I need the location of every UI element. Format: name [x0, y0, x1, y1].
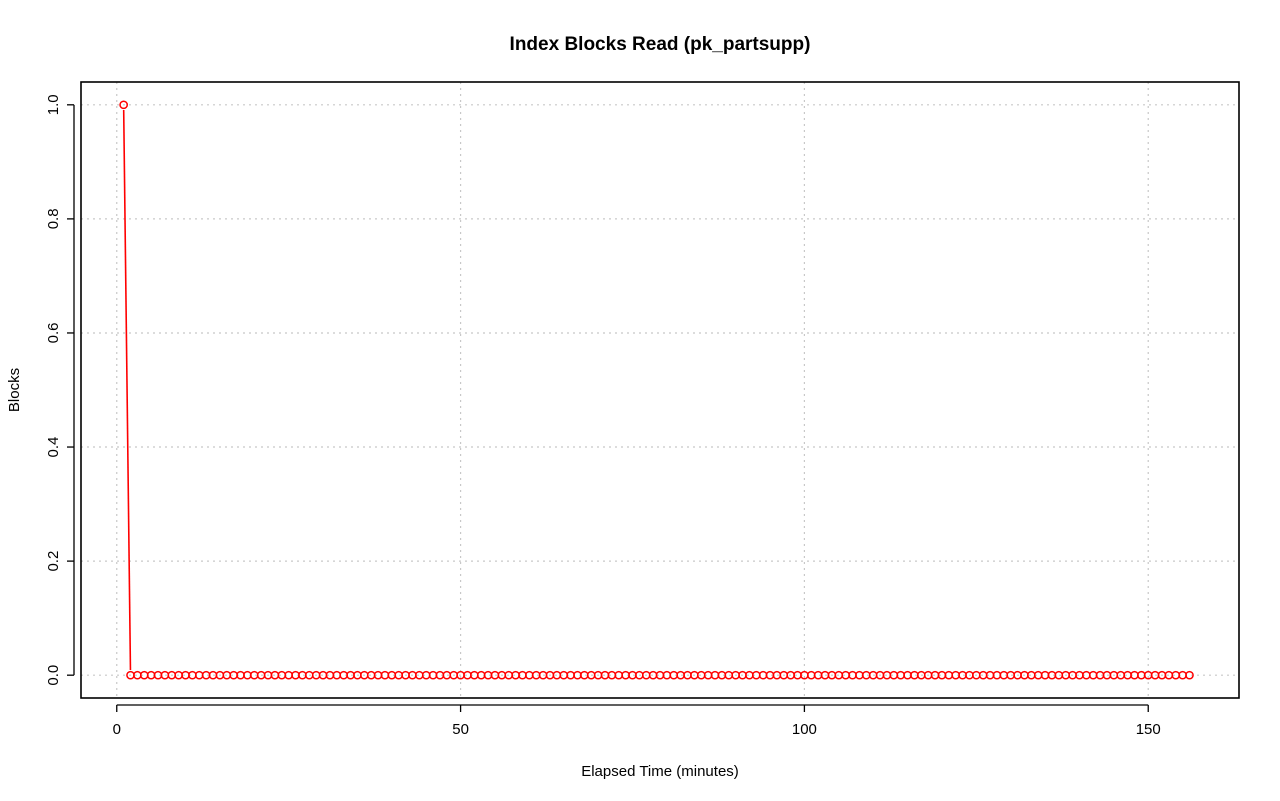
data-point	[318, 670, 328, 680]
data-point	[394, 670, 404, 680]
axes: 0 50 100 150 0.0 0.2 0.4 0.6 0.8 1.0	[45, 94, 1161, 738]
data-point	[366, 670, 376, 680]
data-point	[119, 100, 128, 110]
y-tick-label: 0.4	[45, 437, 62, 458]
data-point	[628, 670, 637, 680]
x-tick-label: 0	[113, 721, 121, 738]
y-tick-label: 0.6	[45, 323, 62, 344]
chart-title: Index Blocks Read (pk_partsupp)	[510, 34, 811, 55]
data-point	[1075, 670, 1084, 680]
data-point	[696, 670, 706, 680]
data-point	[346, 670, 355, 680]
x-axis-label: Elapsed Time (minutes)	[581, 763, 739, 780]
plot-frame	[80, 81, 1240, 699]
data-point	[930, 670, 940, 680]
data-point	[414, 670, 424, 680]
data-point	[648, 670, 658, 680]
x-tick-label: 100	[792, 721, 817, 738]
data-point	[978, 670, 988, 680]
data-point	[676, 670, 685, 680]
x-tick-label: 50	[452, 721, 469, 738]
series-layer	[119, 100, 1194, 680]
data-point	[1006, 670, 1016, 680]
grid	[81, 82, 1239, 698]
y-tick-label: 0.0	[45, 665, 62, 686]
data-point	[772, 670, 782, 680]
data-point	[958, 670, 967, 680]
data-point	[1054, 670, 1064, 680]
data-point	[1185, 670, 1194, 680]
x-tick-label: 150	[1136, 721, 1161, 738]
data-point	[490, 670, 500, 680]
y-tick-label: 0.8	[45, 208, 62, 229]
data-point	[1026, 670, 1036, 680]
data-point	[442, 670, 452, 680]
y-axis-label: Blocks	[6, 368, 23, 412]
data-point	[160, 670, 170, 680]
data-point	[463, 670, 472, 680]
data-point	[133, 670, 142, 680]
data-point	[1102, 670, 1112, 680]
y-tick-label: 0.2	[45, 551, 62, 572]
y-tick-label: 1.0	[45, 94, 62, 115]
data-point	[745, 670, 754, 680]
data-point	[724, 670, 734, 680]
series-line-segment	[122, 110, 132, 670]
